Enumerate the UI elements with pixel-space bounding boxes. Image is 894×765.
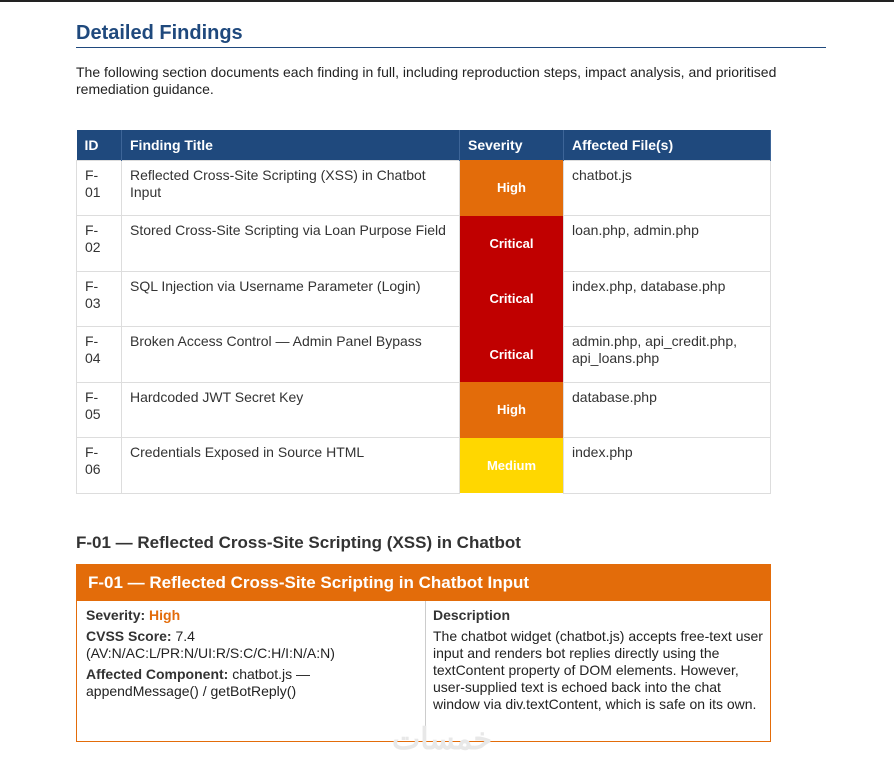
description-text: The chatbot widget (chatbot.js) accepts … [433,628,763,712]
cell-id: F-06 [76,437,122,494]
table-row: F-05 Hardcoded JWT Secret Key High database… [76,381,771,438]
cell-severity: High [459,382,564,438]
table-row: F-02 Stored Cross-Site Scripting via Loan… [76,215,771,272]
description-label: Description [433,607,511,623]
finding-description: Description The chatbot widget (chatbot.… [426,601,770,741]
cell-severity: High [459,160,564,216]
table-row: F-03 SQL Injection via Username Parameter… [76,270,771,327]
finding-card-title: F-01 — Reflected Cross-Site Scripting in… [77,565,770,601]
findings-table: ID Finding Title Severity Affected File(… [76,130,771,494]
table-row: F-06 Credentials Exposed in Source HTML Me… [76,437,771,494]
cell-files: database.php [563,381,771,438]
header-severity: Severity [459,130,564,160]
header-id: ID [76,130,122,160]
cell-severity: Critical [459,271,564,327]
cell-title: Stored Cross-Site Scripting via Loan Pur… [121,215,460,272]
table-row: F-01 Reflected Cross-Site Scripting (XSS)… [76,159,771,216]
cell-title: Hardcoded JWT Secret Key [121,381,460,438]
finding-meta: Severity: High CVSS Score: 7.4 (AV:N/AC:… [77,601,426,741]
title-rule [76,47,826,48]
cell-id: F-03 [76,270,122,327]
cell-files: chatbot.js [563,159,771,216]
cell-id: F-05 [76,381,122,438]
cvss-label: CVSS Score: [86,628,172,644]
cell-severity: Critical [459,215,564,271]
cell-files: admin.php, api_credit.php, api_loans.php [563,326,771,383]
section-title: Detailed Findings [76,22,243,44]
cell-files: index.php, database.php [563,270,771,327]
cell-id: F-02 [76,215,122,272]
severity-value: High [149,607,181,623]
cell-files: loan.php, admin.php [563,215,771,272]
cell-id: F-01 [76,159,122,216]
finding-card: F-01 — Reflected Cross-Site Scripting in… [76,564,771,742]
header-files: Affected File(s) [563,130,771,160]
header-title: Finding Title [121,130,460,160]
table-row: F-04 Broken Access Control — Admin Panel … [76,326,771,383]
severity-label: Severity: [86,607,146,623]
cell-severity: Critical [459,326,564,382]
cell-title: Credentials Exposed in Source HTML [121,437,460,494]
cvss-value: 7.4 (AV:N/AC:L/PR:N/UI:R/S:C/C:H/I:N/A:N… [86,628,335,661]
cell-severity: Medium [459,437,564,493]
watermark-logo: خمسات [392,723,493,756]
cell-title: Broken Access Control — Admin Panel Bypa… [121,326,460,383]
cell-title: Reflected Cross-Site Scripting (XSS) in … [121,159,460,216]
cell-files: index.php [563,437,771,494]
cell-id: F-04 [76,326,122,383]
component-label: Affected Component: [86,666,229,682]
component-value: chatbot.js — appendMessage() / getBotRep… [86,666,311,699]
finding-heading: F-01 — Reflected Cross-Site Scripting (X… [76,533,521,552]
intro-paragraph: The following section documents each fin… [76,64,777,97]
cell-title: SQL Injection via Username Parameter (Lo… [121,270,460,327]
